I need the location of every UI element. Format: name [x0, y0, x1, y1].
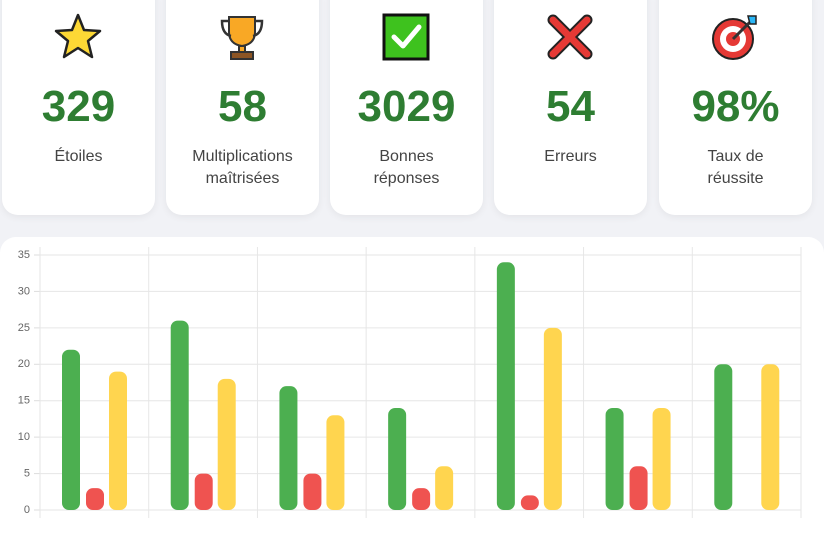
stat-card: 98% Taux de réussite	[659, 0, 812, 215]
stat-icon	[220, 15, 264, 61]
bar	[109, 371, 127, 510]
bar	[412, 488, 431, 510]
bar	[605, 408, 624, 510]
bar	[86, 488, 104, 510]
stat-icon	[381, 12, 431, 62]
bar	[761, 364, 780, 510]
bar	[629, 466, 648, 510]
y-tick-label: 20	[18, 358, 30, 370]
stat-card: 54 Erreurs	[494, 0, 647, 215]
stat-label: Taux de réussite	[707, 148, 764, 187]
bar	[652, 408, 671, 510]
stat-label: Erreurs	[544, 148, 597, 165]
stat-value: 58	[218, 82, 267, 131]
stat-card: 329 Étoiles	[2, 0, 155, 215]
stat-icon	[545, 12, 595, 62]
bar	[194, 473, 213, 510]
bar	[170, 320, 189, 510]
y-tick-label: 25	[18, 322, 30, 334]
y-tick-label: 5	[24, 467, 30, 479]
stat-label: Multiplications maîtrisées	[192, 148, 293, 187]
y-tick-label: 15	[18, 395, 30, 407]
stat-value: 3029	[357, 82, 456, 131]
stat-icon	[54, 13, 102, 59]
bar	[303, 473, 322, 510]
stat-value: 329	[41, 82, 116, 131]
bar	[714, 364, 733, 510]
stat-icon	[711, 14, 758, 61]
stat-card: 58 Multiplications maîtrisées	[166, 0, 319, 215]
stat-card: 3029 Bonnes réponses	[330, 0, 483, 215]
stat-value: 54	[546, 82, 595, 131]
bar	[217, 378, 236, 510]
bar	[279, 386, 298, 510]
y-tick-label: 35	[18, 249, 30, 261]
y-tick-label: 10	[18, 431, 30, 443]
y-tick-label: 0	[24, 504, 30, 516]
bar	[496, 262, 515, 510]
bar	[520, 495, 539, 510]
y-tick-label: 30	[18, 285, 30, 297]
stat-label: Étoiles	[54, 148, 103, 165]
stat-value: 98%	[691, 82, 780, 131]
bar	[388, 408, 407, 510]
bar	[62, 349, 80, 510]
bar	[326, 415, 345, 510]
bar	[543, 327, 562, 510]
stat-label: Bonnes réponses	[373, 148, 440, 187]
chart-panel: 0 5 10 15 20 25 30 35	[0, 237, 824, 540]
chart: 0 5 10 15 20 25 30 35	[18, 247, 802, 518]
bar	[435, 466, 454, 510]
